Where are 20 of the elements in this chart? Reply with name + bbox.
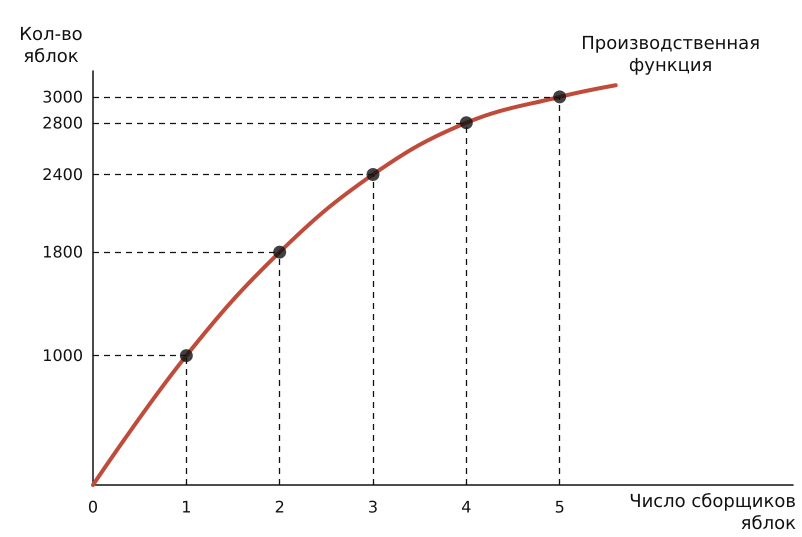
x-tick-label: 2 — [274, 498, 285, 516]
y-tick-label: 2400 — [42, 165, 83, 184]
y-axis-title: Кол-во яблок — [18, 24, 84, 68]
x-tick-label: 4 — [461, 498, 472, 516]
x-tick-label: 1 — [181, 498, 192, 516]
x-tick-label: 5 — [554, 498, 565, 516]
point — [553, 90, 566, 104]
y-tick-label: 1800 — [42, 242, 83, 262]
y-tick-label: 3000 — [42, 87, 83, 106]
y-tick-label: 1000 — [42, 346, 83, 366]
point — [366, 168, 380, 181]
x-tick-label: 0 — [88, 498, 98, 516]
x-axis-title: Число сборщиков яблок — [628, 491, 796, 535]
x-tick-label: 3 — [368, 498, 378, 516]
point — [460, 116, 473, 130]
point — [180, 349, 193, 362]
line-series — [91, 83, 618, 487]
y-tick-label: 2800 — [42, 113, 83, 132]
point — [273, 246, 286, 259]
series-label: Производственная функция — [580, 33, 761, 78]
